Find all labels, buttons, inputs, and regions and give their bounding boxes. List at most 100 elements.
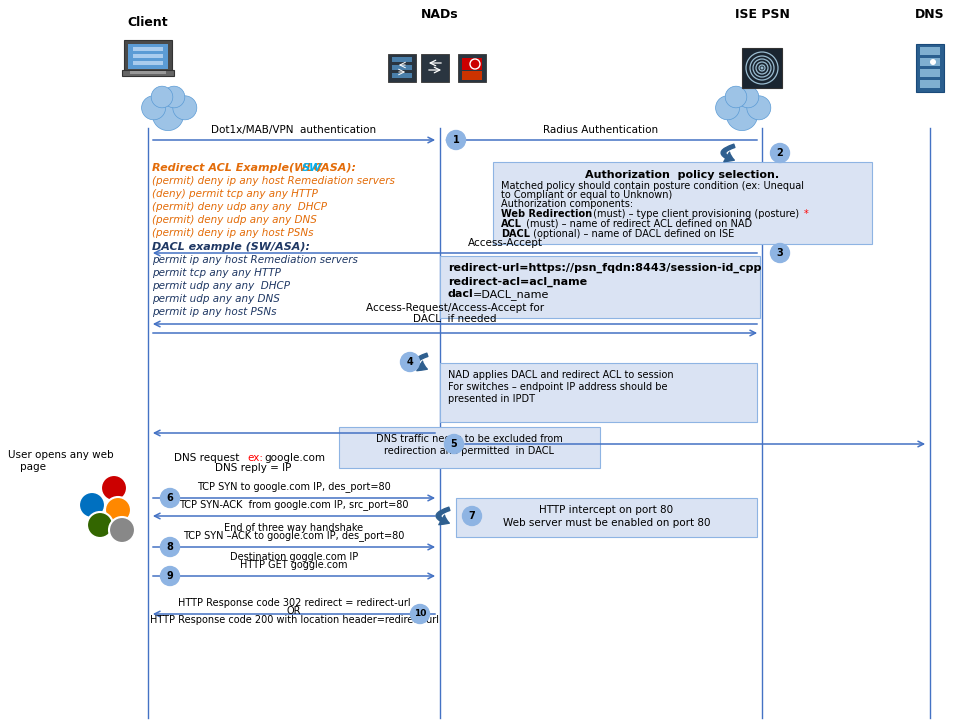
- Bar: [916, 44, 944, 92]
- Text: End of three way handshake: End of three way handshake: [225, 523, 364, 533]
- Circle shape: [79, 492, 105, 518]
- Bar: [392, 57, 412, 62]
- Circle shape: [142, 96, 165, 120]
- Text: SW: SW: [302, 163, 323, 173]
- Text: /ASA):: /ASA):: [317, 163, 356, 173]
- Circle shape: [727, 99, 757, 130]
- Bar: [128, 44, 168, 69]
- Text: HTTP GET goggle.com: HTTP GET goggle.com: [240, 560, 348, 570]
- Bar: [742, 48, 782, 88]
- Circle shape: [715, 96, 739, 120]
- Text: DACL: DACL: [501, 229, 530, 239]
- Text: Radius Authentication: Radius Authentication: [543, 125, 659, 135]
- Text: (deny) permit tcp any any HTTP: (deny) permit tcp any any HTTP: [152, 189, 318, 199]
- Text: TCP SYN –ACK to google.com IP, des_port=80: TCP SYN –ACK to google.com IP, des_port=…: [183, 530, 405, 541]
- Text: HTTP Response code 302 redirect = redirect-url: HTTP Response code 302 redirect = redire…: [178, 598, 410, 608]
- Bar: [421, 54, 449, 82]
- Circle shape: [87, 512, 113, 538]
- Text: Web server must be enabled on port 80: Web server must be enabled on port 80: [503, 518, 710, 528]
- Circle shape: [160, 567, 180, 585]
- Text: (permit) deny udp any any  DHCP: (permit) deny udp any any DHCP: [152, 202, 327, 212]
- Text: Dot1x/MAB/VPN  authentication: Dot1x/MAB/VPN authentication: [211, 125, 376, 135]
- Circle shape: [101, 475, 127, 501]
- FancyBboxPatch shape: [456, 498, 757, 537]
- Text: 10: 10: [414, 610, 426, 618]
- Text: Access-Accept: Access-Accept: [468, 238, 542, 248]
- Circle shape: [747, 96, 771, 120]
- Text: HTTP intercept on port 80: HTTP intercept on port 80: [540, 505, 674, 515]
- Text: DACL  if needed: DACL if needed: [413, 314, 496, 324]
- Text: =DACL_name: =DACL_name: [473, 289, 549, 300]
- Circle shape: [160, 538, 180, 557]
- Text: (permit) deny ip any host Remediation servers: (permit) deny ip any host Remediation se…: [152, 176, 395, 186]
- Text: redirection and permitted  in DACL: redirection and permitted in DACL: [385, 446, 555, 456]
- Circle shape: [930, 59, 936, 65]
- Text: 8: 8: [167, 542, 174, 552]
- Text: permit udp any any DNS: permit udp any any DNS: [152, 294, 280, 304]
- Text: Web Redirection: Web Redirection: [501, 209, 592, 219]
- FancyBboxPatch shape: [440, 363, 757, 422]
- Text: 9: 9: [167, 571, 174, 581]
- FancyArrowPatch shape: [436, 507, 450, 525]
- Circle shape: [463, 506, 482, 526]
- Text: DNS request: DNS request: [174, 453, 243, 463]
- Circle shape: [411, 605, 429, 624]
- Circle shape: [173, 96, 197, 120]
- Text: 3: 3: [777, 248, 783, 258]
- Text: DNS: DNS: [915, 7, 945, 20]
- Bar: [130, 71, 166, 74]
- FancyBboxPatch shape: [339, 427, 600, 468]
- Text: DNS reply = IP: DNS reply = IP: [215, 463, 292, 473]
- Bar: [920, 80, 940, 88]
- Text: User opens any web: User opens any web: [8, 450, 113, 460]
- FancyArrowPatch shape: [721, 144, 735, 162]
- Text: TCP SYN to google.com IP, des_port=80: TCP SYN to google.com IP, des_port=80: [197, 481, 391, 492]
- Circle shape: [760, 66, 763, 70]
- Text: permit tcp any any HTTP: permit tcp any any HTTP: [152, 268, 281, 278]
- Bar: [388, 54, 416, 82]
- Bar: [462, 71, 482, 80]
- FancyBboxPatch shape: [440, 256, 760, 318]
- Circle shape: [400, 353, 420, 372]
- Text: (permit) deny udp any any DNS: (permit) deny udp any any DNS: [152, 215, 317, 225]
- Bar: [133, 54, 163, 58]
- Bar: [920, 69, 940, 77]
- Bar: [124, 40, 172, 72]
- Text: 5: 5: [450, 439, 457, 449]
- Text: TCP SYN-ACK  from google.com IP, src_port=80: TCP SYN-ACK from google.com IP, src_port…: [180, 499, 409, 510]
- Text: (optional) – name of DACL defined on ISE: (optional) – name of DACL defined on ISE: [530, 229, 734, 239]
- Text: redirect-acl=acl_name: redirect-acl=acl_name: [448, 277, 588, 287]
- Text: (must) – type client provisioning (posture): (must) – type client provisioning (postu…: [590, 209, 799, 219]
- Text: Access-Request/Access-Accept for: Access-Request/Access-Accept for: [366, 303, 544, 313]
- Circle shape: [163, 86, 184, 108]
- FancyArrowPatch shape: [414, 354, 428, 371]
- Text: OR: OR: [287, 606, 301, 616]
- Bar: [458, 54, 486, 82]
- Text: ACL: ACL: [501, 219, 522, 229]
- Bar: [133, 61, 163, 65]
- Text: DNS traffic needs to be excluded from: DNS traffic needs to be excluded from: [376, 434, 563, 444]
- Text: 7: 7: [468, 511, 475, 521]
- Text: Client: Client: [128, 16, 168, 29]
- Text: page: page: [20, 462, 46, 472]
- Text: 4: 4: [407, 357, 414, 367]
- Circle shape: [444, 434, 464, 454]
- Text: NADs: NADs: [421, 7, 459, 20]
- Text: redirect-url=https://psn_fqdn:8443/session-id_cpp: redirect-url=https://psn_fqdn:8443/sessi…: [448, 263, 761, 274]
- Bar: [920, 58, 940, 66]
- Text: NAD applies DACL and redirect ACL to session: NAD applies DACL and redirect ACL to ses…: [448, 370, 674, 380]
- Circle shape: [446, 130, 466, 150]
- Circle shape: [109, 517, 135, 543]
- Bar: [462, 58, 482, 70]
- Circle shape: [725, 86, 747, 108]
- Circle shape: [771, 143, 789, 163]
- Text: For switches – endpoint IP address should be: For switches – endpoint IP address shoul…: [448, 382, 667, 392]
- Bar: [392, 65, 412, 70]
- Text: to Compliant or equal to Unknown): to Compliant or equal to Unknown): [501, 190, 672, 200]
- Text: ex:: ex:: [247, 453, 263, 463]
- Text: presented in IPDT: presented in IPDT: [448, 394, 535, 404]
- Text: google.com: google.com: [264, 453, 325, 463]
- Circle shape: [153, 99, 183, 130]
- Circle shape: [151, 86, 173, 108]
- Text: permit udp any any  DHCP: permit udp any any DHCP: [152, 281, 290, 291]
